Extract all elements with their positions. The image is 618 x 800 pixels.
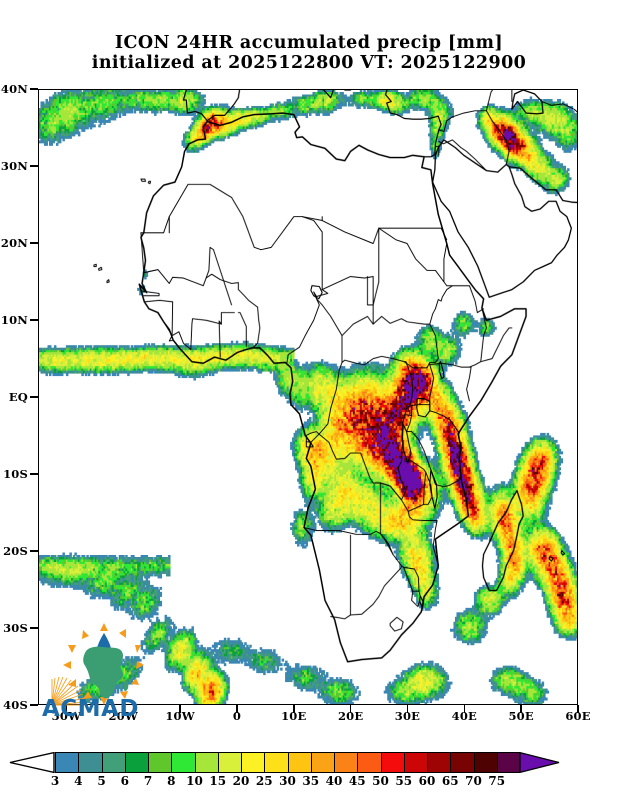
colorbar-segment[interactable]: [217, 752, 241, 773]
y-axis-label: 10N: [0, 313, 28, 327]
colorbar-tick-label: 50: [372, 774, 389, 788]
acmad-logo: ACMAD: [40, 617, 168, 717]
colorbar-segment[interactable]: [264, 752, 288, 773]
y-axis-label: 40S: [3, 698, 28, 712]
colorbar-segment[interactable]: [380, 752, 404, 773]
colorbar-tick-label: 40: [325, 774, 343, 788]
y-axis-label: 40N: [0, 82, 28, 96]
y-axis-tick: [30, 704, 38, 706]
title-line-2: initialized at 2025122800 VT: 2025122900: [91, 52, 527, 73]
colorbar-segment[interactable]: [403, 752, 427, 773]
chart-title-block: ICON 24HR accumulated precip [mm] initia…: [0, 33, 618, 73]
x-axis-tick: [577, 705, 579, 713]
x-axis-label: 50E: [508, 709, 534, 723]
colorbar-segments[interactable]: [55, 752, 520, 773]
colorbar-tick-label: 4: [74, 774, 83, 788]
y-axis-tick: [30, 550, 38, 552]
y-axis-tick: [30, 473, 38, 475]
colorbar-under-arrow-icon: [9, 752, 55, 773]
y-axis-tick: [30, 88, 38, 90]
colorbar-tick-label: 3: [50, 774, 60, 788]
logo-madagascar-icon: [123, 679, 129, 692]
x-axis-label: 30W: [51, 709, 82, 723]
title-line-1: ICON 24HR accumulated precip [mm]: [114, 33, 504, 53]
colorbar-segment[interactable]: [334, 752, 358, 773]
y-axis-tick: [30, 242, 38, 244]
y-axis-tick: [30, 165, 38, 167]
colorbar-tick-label: 60: [418, 774, 436, 788]
colorbar-tick-label: 6: [120, 774, 129, 788]
colorbar-segment[interactable]: [310, 752, 334, 773]
colorbar-segment[interactable]: [194, 752, 218, 773]
colorbar-segment[interactable]: [473, 752, 497, 773]
colorbar-tick-label: 45: [348, 774, 366, 788]
colorbar-tick-label: 70: [465, 774, 482, 788]
colorbar-over-arrow-icon: [520, 752, 560, 773]
colorbar-tick-label: 30: [279, 774, 296, 788]
x-axis-label: 40E: [451, 709, 477, 723]
y-axis-label: 30N: [0, 159, 28, 173]
logo-rays-icon: [51, 676, 87, 706]
colorbar-tick-label: 10: [186, 774, 203, 788]
y-axis-label: 20S: [3, 544, 28, 558]
x-axis-tick: [65, 705, 68, 713]
map-plot-area[interactable]: [38, 89, 578, 705]
colorbar-tick-label: 15: [209, 774, 227, 788]
colorbar-segment[interactable]: [450, 752, 474, 773]
colorbar-segment[interactable]: [148, 752, 172, 773]
colorbar-segment[interactable]: [171, 752, 195, 773]
x-axis-label: 30E: [394, 709, 421, 723]
y-axis-tick: [30, 627, 38, 629]
y-axis-label: 20N: [0, 236, 28, 250]
colorbar-segment[interactable]: [55, 752, 79, 773]
colorbar-segment[interactable]: [78, 752, 102, 773]
x-axis-label: 20E: [337, 709, 364, 723]
y-axis-label: EQ: [8, 390, 28, 404]
colorbar-segment[interactable]: [427, 752, 451, 773]
colorbar-tick-label: 7: [143, 774, 153, 788]
x-axis-label: 0: [232, 709, 242, 723]
colorbar-segment[interactable]: [287, 752, 311, 773]
x-axis-label: 10W: [165, 709, 195, 723]
colorbar-tick-label: 5: [97, 774, 106, 788]
x-axis-tick: [236, 705, 238, 713]
colorbar-tick-label: 35: [302, 774, 320, 788]
colorbar-segment[interactable]: [357, 752, 381, 773]
colorbar-segment[interactable]: [496, 752, 520, 773]
logo-wordmark: ACMAD: [42, 696, 139, 717]
logo-africa-icon: [83, 646, 124, 699]
x-axis-label: 20W: [108, 709, 139, 723]
x-axis-tick: [463, 705, 466, 713]
x-axis-tick: [520, 705, 522, 713]
x-axis-tick: [349, 705, 352, 713]
y-axis-label: 10S: [3, 467, 28, 481]
precipitation-map-canvas[interactable]: [39, 90, 577, 704]
colorbar-segment[interactable]: [124, 752, 148, 773]
colorbar-tick-label: 8: [167, 774, 176, 788]
x-axis-tick: [179, 705, 181, 713]
y-axis-label: 30S: [3, 621, 28, 635]
x-axis-tick: [292, 705, 295, 713]
y-axis-tick: [30, 396, 38, 398]
colorbar-tick-label: 25: [255, 774, 273, 788]
colorbar-tick-label: 65: [441, 774, 459, 788]
y-axis-tick: [30, 319, 38, 321]
logo-sun-triangles-icon: [63, 623, 144, 705]
colorbar-segment[interactable]: [101, 752, 125, 773]
colorbar[interactable]: 3 4 5 6 7 8 10 15 20 25 30 35 40 45 50 55 60 65 70 75: [0, 748, 618, 794]
x-axis-tick: [122, 705, 125, 713]
x-axis-label: 60E: [565, 709, 591, 723]
colorbar-segment[interactable]: [241, 752, 265, 773]
x-axis-label: 10E: [281, 709, 307, 723]
colorbar-tick-label: 75: [488, 774, 506, 788]
colorbar-tick-label: 55: [395, 774, 413, 788]
colorbar-tick-label: 20: [232, 774, 250, 788]
x-axis-tick: [406, 705, 409, 713]
